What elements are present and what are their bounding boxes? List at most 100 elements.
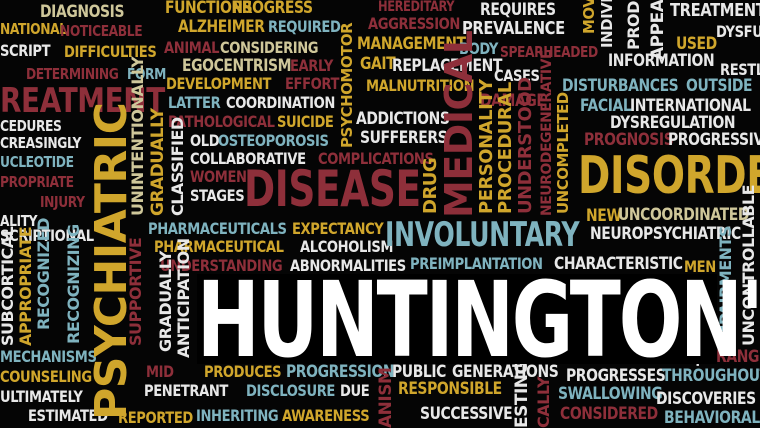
word-recognized: RECOGNIZED <box>34 218 53 330</box>
headline-text: HUNTINGTON'S <box>197 259 760 381</box>
word-progresses: PROGRESSES <box>566 366 666 386</box>
word-responsible: RESPONSIBLE <box>398 379 502 399</box>
word-procedural: PROCEDURAL <box>495 82 516 214</box>
word-development: DEVELOPMENT <box>166 74 272 93</box>
word-progressive: PROGRESSIVE <box>668 130 760 150</box>
word-body: BODY <box>459 39 498 58</box>
word-progress: PROGRESS <box>232 0 313 18</box>
word-supportive: SUPPORTIVE <box>126 237 145 346</box>
word-collaborative: COLLABORATIVE <box>190 149 306 168</box>
word-throughout: THROUGHOUT <box>662 366 760 386</box>
word-pathological: PATHOLOGICAL <box>168 112 275 131</box>
word-uncompleted: UNCOMPLETED <box>554 92 572 214</box>
word-understanding: UNDERSTANDING <box>160 256 283 275</box>
word-subcortical: SUBCORTICAL <box>0 226 17 346</box>
word-information: INFORMATION <box>608 51 715 71</box>
word-animal: ANIMAL <box>164 38 220 57</box>
word-functions: FUNCTIONS <box>165 0 253 18</box>
word-generations: GENERATIONS <box>452 362 559 382</box>
word-neurodegenerative: NEURODEGENERATIVE <box>539 49 555 216</box>
word-pharmaceuticals: PHARMACEUTICALS <box>148 219 287 238</box>
word-prevalence: PREVALENCE <box>462 18 565 39</box>
word-psychomotor: PSYCHOMOTOR <box>338 22 356 148</box>
word-outside: OUTSIDE <box>686 76 753 96</box>
word-ultimately: ULTIMATELY <box>0 387 83 406</box>
word-prognosis: PROGNOSIS <box>584 130 674 150</box>
word-injury: INJURY <box>40 193 85 211</box>
word-diagnosis: DIAGNOSIS <box>40 2 125 22</box>
word-recognizing: RECOGNIZING <box>64 224 83 344</box>
word-successive: SUCCESSIVE <box>420 404 513 424</box>
word-dysregulation: DYSREGULATION <box>610 113 736 133</box>
word-pharmaceutical: PHARMACEUTICAL <box>154 237 284 256</box>
word-anticipation: ANTICIPATION <box>174 238 193 358</box>
word-requires: REQUIRES <box>480 0 556 20</box>
word-disclosure: DISCLOSURE <box>246 381 335 400</box>
word-understood: UNDERSTOOD <box>515 77 536 214</box>
word-aggression: AGGRESSION <box>368 14 460 33</box>
word-disturbances: DISTURBANCES <box>562 76 679 96</box>
word-mechanisms: MECHANISMS <box>0 347 97 366</box>
word-considering: CONSIDERING <box>220 38 319 57</box>
word-suicide: SUICIDE <box>277 112 334 131</box>
word-gait: GAIT <box>360 54 396 74</box>
word-individual: INDIVI <box>598 0 616 48</box>
word-due: DUE <box>340 381 370 400</box>
word-noticeable: NOTICEABLE <box>60 22 143 40</box>
word-uncoordinated: UNCOORDINATED <box>618 205 750 225</box>
word-considered: CONSIDERED <box>560 404 658 424</box>
word-procedures: CEDURES <box>0 117 62 135</box>
word-malnutrition: MALNUTRITION <box>366 76 475 95</box>
word-nucleotide: UCLEOTIDE <box>0 153 74 171</box>
word-medical: MEDICAL <box>437 30 481 218</box>
word-drug: DRUG <box>420 157 441 214</box>
word-appear: APPEAR <box>648 0 668 60</box>
word-reported: REPORTED <box>118 408 193 427</box>
word-counseling: COUNSELING <box>0 367 92 386</box>
word-men: MEN <box>684 257 716 276</box>
word-disorder: DISORDE <box>578 146 760 206</box>
word-difficulties: DIFFICULTIES <box>64 42 157 61</box>
word-osteoporosis: OSTEOPOROSIS <box>218 131 329 150</box>
word-stages: STAGES <box>190 186 245 205</box>
word-produced: PRODU <box>624 0 643 50</box>
word-awareness: AWARENESS <box>282 406 370 425</box>
word-disease: DISEASE <box>244 160 421 218</box>
word-gradually: GRADUALLY <box>148 108 168 216</box>
word-old: OLD <box>190 131 220 150</box>
word-women: WOMEN <box>190 167 247 186</box>
word-early: EARLY <box>290 56 333 75</box>
word-treatment-top: TREATMENT <box>670 0 760 21</box>
word-treatment-left: REATMENT <box>0 81 165 121</box>
word-script: SCRIPT <box>0 41 51 60</box>
word-addictions: ADDICTIONS <box>356 109 450 129</box>
word-form: FORM <box>127 65 166 83</box>
word-appropriate: PROPRIATE <box>0 173 74 191</box>
word-behavioral: BEHAVIORAL <box>664 408 760 428</box>
word-unintentionally-b: UNINTENTIONALLY <box>128 56 147 216</box>
word-lly: CALLY <box>534 376 553 428</box>
word-discoveries: DISCOVERIES <box>656 389 756 409</box>
word-neuropsychiatric: NEUROPSYCHIATRIC <box>590 224 741 244</box>
word-progression: PROGRESSION <box>286 362 395 382</box>
word-egocentrism: EGOCENTRISM <box>182 56 292 76</box>
word-determining: DETERMINING <box>26 65 119 83</box>
word-expectancy: EXPECTANCY <box>292 219 384 238</box>
word-complications: COMPLICATIONS <box>318 149 434 168</box>
word-gradually-low: GRADUALLY <box>156 251 175 352</box>
word-spearheaded: SPEARHEADED <box>500 43 598 61</box>
word-required: REQUIRED <box>268 17 341 36</box>
word-new: NEW <box>586 206 622 226</box>
word-alzheimer: ALZHEIMER <box>178 17 265 37</box>
word-used: USED <box>676 34 717 54</box>
word-damage: DAMAGE <box>480 91 546 111</box>
word-increasingly: CREASINGLY <box>0 134 81 152</box>
headline-banner: HUNTINGTON'S <box>197 268 760 372</box>
word-range: RANGE <box>716 347 760 367</box>
word-hereditary: HEREDITARY <box>378 0 455 15</box>
word-public: PUBLIC <box>392 362 447 382</box>
word-international: INTERNATIONAL <box>630 96 751 116</box>
word-classified: CLASSIFIED <box>168 117 187 216</box>
word-coordination: COORDINATION <box>226 93 335 112</box>
word-sufferers: SUFFERERS <box>360 128 448 148</box>
